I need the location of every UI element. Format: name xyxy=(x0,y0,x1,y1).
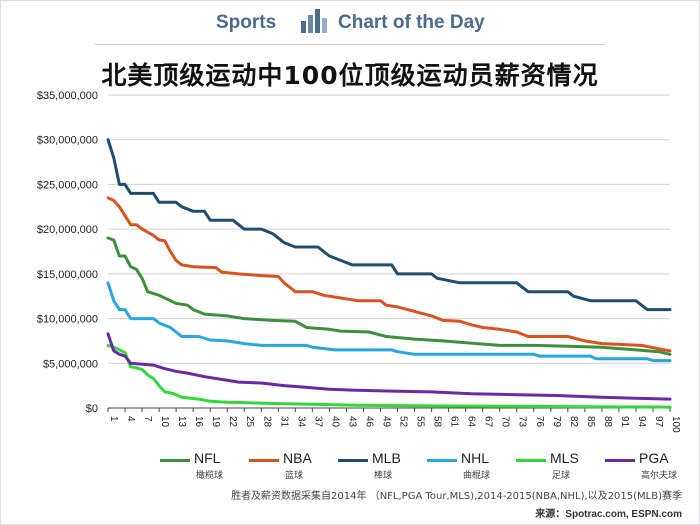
x-tick-label: 58 xyxy=(432,416,443,428)
x-tick-label: 61 xyxy=(449,416,460,428)
x-tick-label: 52 xyxy=(398,416,409,428)
x-tick-label: 34 xyxy=(295,416,306,428)
y-tick-label: $5,000,000 xyxy=(43,358,98,370)
x-tick-label: 64 xyxy=(466,416,477,428)
chart-legend: NFL 橄榄球 NBA 篮球 MLB 棒球 NHL 曲棍球 MLS 足球 PGA 高尔夫球 xyxy=(150,450,690,482)
x-tick-label: 76 xyxy=(534,416,545,428)
x-tick-label: 7 xyxy=(142,416,153,422)
x-tick-label: 16 xyxy=(193,416,204,428)
legend-swatch xyxy=(516,459,546,462)
data-footnote: 胜者及薪资数据采集自2014年 （NFL,PGA Tour,MLS),2014-… xyxy=(231,491,682,502)
series-line-nhl xyxy=(106,281,672,363)
data-source: 来源：Spotrac.com, ESPN.com xyxy=(535,509,682,520)
y-tick-label: $35,000,000 xyxy=(37,90,98,102)
legend-label: NBA xyxy=(283,450,312,466)
x-tick-label: 25 xyxy=(244,416,255,428)
x-tick-label: 49 xyxy=(380,416,391,428)
x-tick-label: 79 xyxy=(551,416,562,428)
legend-swatch xyxy=(160,459,190,462)
legend-sublabel: 橄榄球 xyxy=(196,471,224,481)
brand-chart-of-the-day-label: Chart of the Day xyxy=(338,12,485,33)
x-tick-label: 19 xyxy=(210,416,221,428)
legend-label: NFL xyxy=(194,450,221,466)
x-tick-label: 22 xyxy=(227,416,238,428)
legend-sublabel: 曲棍球 xyxy=(463,471,491,481)
x-tick-label: 13 xyxy=(176,416,187,428)
legend-label: NHL xyxy=(461,450,490,466)
y-tick-label: $0 xyxy=(86,403,98,415)
legend-sublabel: 篮球 xyxy=(285,471,304,481)
bar-chart-logo-icon xyxy=(301,9,327,33)
brand-sports-label: Sports xyxy=(216,12,277,33)
x-tick-label: 4 xyxy=(125,416,136,422)
series-line-pga xyxy=(106,332,672,401)
x-tick-label: 10 xyxy=(159,416,170,428)
legend-swatch xyxy=(427,459,457,462)
x-tick-label: 46 xyxy=(363,416,374,428)
legend-item-nfl: NFL 橄榄球 xyxy=(160,450,240,482)
chart-title: 北美顶级运动中100位顶级运动员薪资情况 xyxy=(101,61,599,90)
x-tick-label: 31 xyxy=(278,416,289,428)
legend-sublabel: 高尔夫球 xyxy=(641,471,678,481)
header-banner: Sports Chart of the Day xyxy=(0,0,700,45)
series-line-nba xyxy=(106,196,672,353)
x-tick-label: 40 xyxy=(329,416,340,428)
y-tick-label: $10,000,000 xyxy=(37,314,98,326)
x-tick-label: 70 xyxy=(500,416,511,428)
legend-item-nba: NBA 篮球 xyxy=(249,450,329,482)
x-tick-label: 37 xyxy=(312,416,323,428)
legend-item-mls: MLS 足球 xyxy=(516,450,596,482)
x-tick-label: 1 xyxy=(108,416,119,422)
legend-label: MLB xyxy=(372,450,401,466)
y-tick-label: $15,000,000 xyxy=(37,269,98,281)
x-tick-label: 67 xyxy=(483,416,494,428)
x-tick-label: 91 xyxy=(619,416,630,428)
x-tick-label: 55 xyxy=(415,416,426,428)
x-tick-label: 88 xyxy=(602,416,613,428)
legend-label: MLS xyxy=(550,450,579,466)
x-tick-label: 43 xyxy=(346,416,357,428)
y-tick-label: $30,000,000 xyxy=(37,135,98,147)
legend-swatch xyxy=(338,459,368,462)
legend-item-pga: PGA 高尔夫球 xyxy=(605,450,685,482)
series-line-nfl xyxy=(106,236,672,356)
x-tick-label: 97 xyxy=(653,416,664,428)
legend-label: PGA xyxy=(639,450,669,466)
legend-sublabel: 足球 xyxy=(552,471,571,481)
y-tick-label: $25,000,000 xyxy=(37,179,98,191)
x-tick-label: 94 xyxy=(636,416,647,428)
x-tick-label: 100 xyxy=(670,416,681,433)
x-tick-label: 28 xyxy=(261,416,272,428)
header-divider xyxy=(95,44,605,45)
legend-swatch xyxy=(249,459,279,462)
legend-swatch xyxy=(605,459,635,462)
x-tick-label: 73 xyxy=(517,416,528,428)
legend-item-mlb: MLB 棒球 xyxy=(338,450,418,482)
x-tick-label: 85 xyxy=(585,416,596,428)
y-tick-label: $20,000,000 xyxy=(37,224,98,236)
legend-item-nhl: NHL 曲棍球 xyxy=(427,450,507,482)
series-line-mls xyxy=(106,343,672,409)
legend-sublabel: 棒球 xyxy=(374,471,393,481)
series-line-mlb xyxy=(106,138,672,312)
x-tick-label: 82 xyxy=(568,416,579,428)
